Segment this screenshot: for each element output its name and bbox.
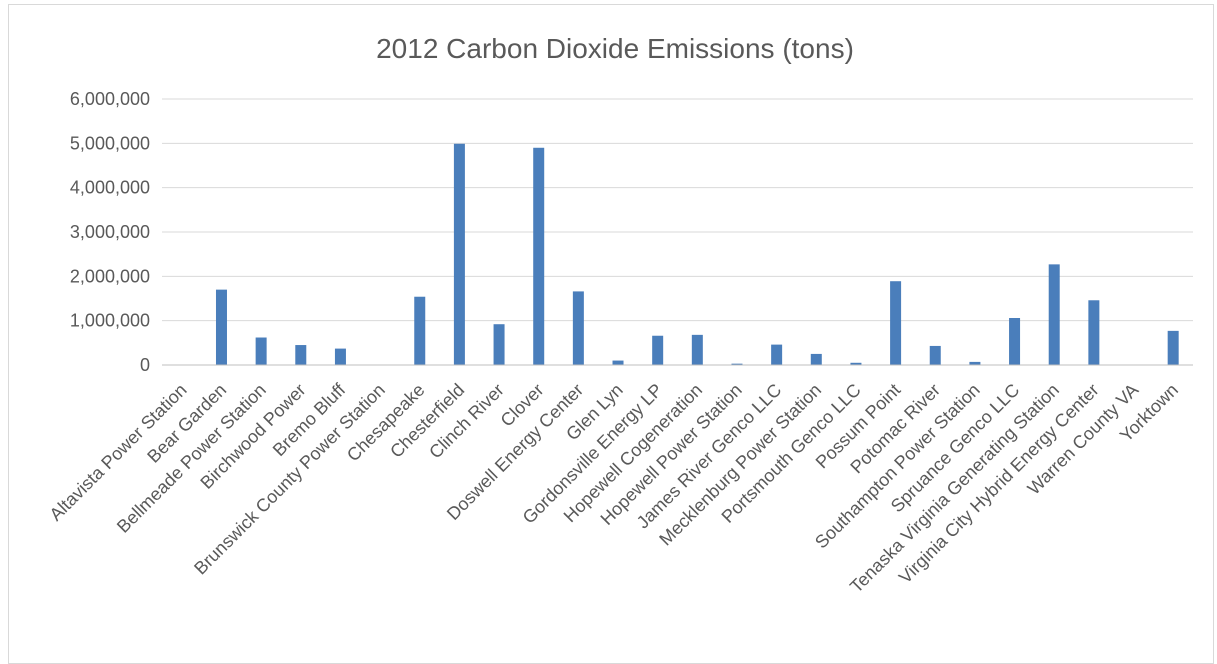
y-tick-label: 1,000,000 [70,311,150,331]
bar [1167,330,1179,365]
y-tick-label: 2,000,000 [70,266,150,286]
gridlines [162,98,1193,322]
bar [255,337,267,365]
bar [572,291,584,365]
bar [691,334,703,365]
bar [652,335,664,365]
bar [1088,300,1100,365]
bar [453,143,465,365]
bar [771,344,783,365]
bar [612,360,624,365]
y-axis-ticks: 0 1,000,000 2,000,000 3,000,000 4,000,000 5,0… [70,89,150,375]
chart-title: 2012 Carbon Dioxide Emissions (tons) [376,33,854,64]
y-tick-label: 0 [140,355,150,375]
bar [731,363,743,365]
bar [215,289,227,365]
bar [533,147,545,365]
bar [810,353,822,365]
y-tick-label: 5,000,000 [70,133,150,153]
bar [414,296,426,365]
bar [929,345,941,365]
bar [493,324,505,365]
bar [850,362,862,365]
bar [969,361,981,365]
y-tick-label: 3,000,000 [70,222,150,242]
bar [890,281,902,365]
y-tick-label: 6,000,000 [70,89,150,109]
y-tick-label: 4,000,000 [70,178,150,198]
bar [1009,318,1021,365]
bar [1048,264,1060,365]
bar [334,348,346,365]
bars [215,143,1179,365]
bar [295,345,307,365]
